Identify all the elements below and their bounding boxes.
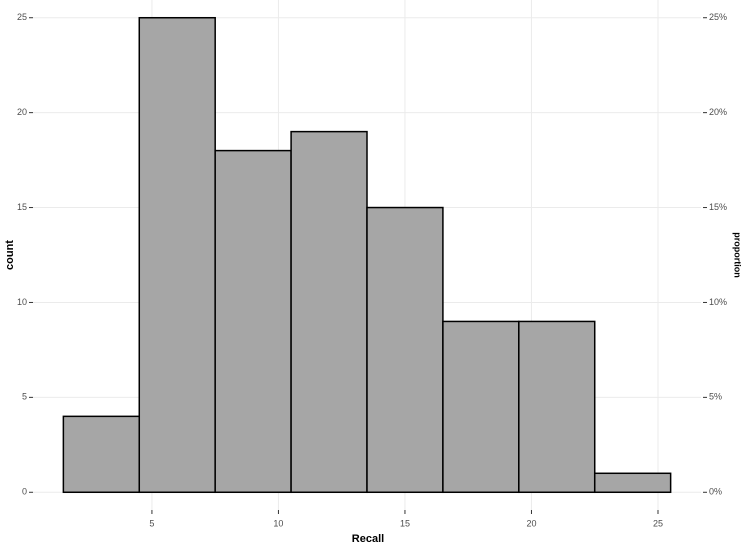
y-tick-label: 25 (17, 12, 27, 22)
y2-tick-label: 5% (709, 392, 722, 402)
y2-tick-label: 25% (709, 12, 727, 22)
y-tick-label: 10 (17, 297, 27, 307)
bar (518, 320, 596, 494)
y2-tick-label: 20% (709, 107, 727, 117)
bar (442, 320, 520, 494)
y-tick-label: 20 (17, 107, 27, 117)
y-tick-label: 0 (22, 487, 27, 497)
y2-tick-label: 0% (709, 487, 722, 497)
x-tick-label: 25 (653, 518, 663, 528)
y2-tick-label: 10% (709, 297, 727, 307)
bar (62, 415, 141, 494)
bar (366, 206, 444, 494)
x-tick-label: 10 (273, 518, 283, 528)
bar (593, 472, 672, 494)
y-tick-label: 5 (22, 392, 27, 402)
x-tick-label: 5 (149, 518, 154, 528)
x-tick-label: 20 (526, 518, 536, 528)
y-tick-label: 15 (17, 202, 27, 212)
x-axis-title: Recall (352, 533, 384, 545)
bar (138, 16, 216, 494)
bar (214, 149, 292, 494)
y2-axis-title: proportion (733, 232, 743, 278)
x-tick-label: 15 (400, 518, 410, 528)
y2-tick-label: 15% (709, 202, 727, 212)
bar (290, 130, 368, 494)
y-axis-title: count (4, 240, 16, 270)
